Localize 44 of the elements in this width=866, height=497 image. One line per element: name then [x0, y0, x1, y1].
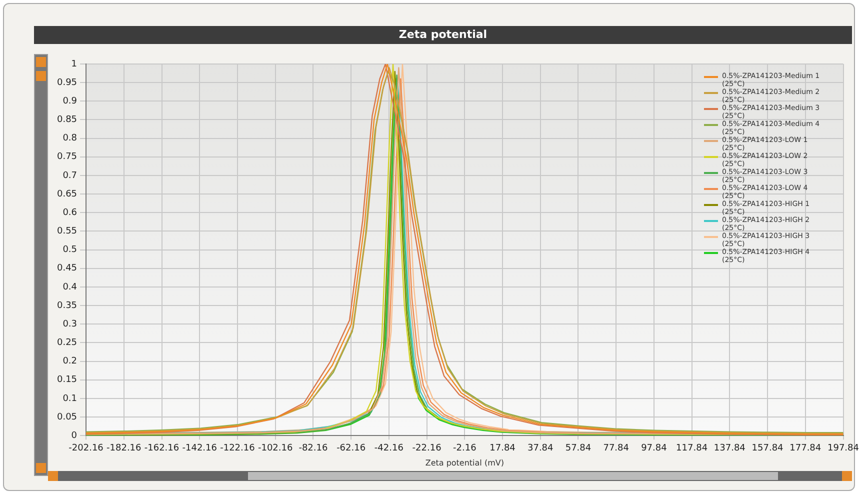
y-tick-label: 0.2 — [62, 356, 78, 367]
y-tick-label: 0.95 — [56, 78, 78, 88]
y-tick-label: 0.55 — [56, 226, 78, 237]
x-tick-label: 177.84 — [790, 443, 822, 454]
y-tick-label: 0 — [71, 430, 78, 441]
y-tick-label: 0.45 — [56, 264, 78, 274]
x-axis-title: Zeta potential (mV) — [425, 458, 504, 468]
y-tick-label: 1 — [71, 59, 78, 70]
y-tick-label: 0.1 — [62, 394, 78, 404]
y-tick-label: 0.4 — [62, 282, 78, 292]
x-tick-label: 77.84 — [603, 443, 630, 454]
y-tick-label: 0.7 — [62, 170, 78, 181]
x-tick-label: 137.84 — [714, 443, 746, 454]
x-tick-label: -2.16 — [453, 443, 477, 454]
y-tick-label: 0.9 — [62, 96, 78, 107]
y-tick-label: 0.6 — [62, 208, 78, 218]
x-tick-label: -82.16 — [298, 443, 328, 454]
y-tick-label: 0.35 — [56, 300, 78, 311]
y-tick-label: 0.05 — [56, 412, 78, 422]
y-tick-label: 0.15 — [56, 375, 78, 386]
x-tick-label: -22.16 — [412, 443, 442, 454]
x-tick-label: 17.84 — [490, 443, 516, 454]
y-tick-label: 0.5 — [62, 245, 78, 256]
y-tick-label: 0.8 — [62, 134, 78, 144]
x-tick-label: 157.84 — [752, 443, 784, 454]
x-tick-label: 57.84 — [565, 443, 592, 454]
x-tick-label: -62.16 — [336, 443, 366, 454]
x-tick-label: 197.84 — [828, 443, 860, 454]
x-tick-label: -42.16 — [374, 443, 404, 454]
x-tick-label: -102.16 — [258, 443, 293, 454]
y-tick-label: 0.75 — [56, 152, 78, 162]
x-tick-label: -122.16 — [220, 443, 256, 454]
x-tick-label: -162.16 — [144, 443, 180, 454]
x-tick-label: -202.16 — [68, 443, 104, 454]
x-tick-label: 37.84 — [527, 443, 554, 454]
x-tick-label: -182.16 — [106, 443, 142, 454]
y-tick-label: 0.85 — [56, 115, 78, 126]
y-tick-label: 0.25 — [56, 338, 78, 348]
x-tick-label: -142.16 — [182, 443, 218, 454]
y-tick-label: 0.3 — [62, 319, 78, 330]
x-tick-label: 97.84 — [641, 443, 668, 454]
y-tick-label: 0.65 — [56, 189, 78, 200]
x-tick-label: 117.84 — [676, 443, 708, 454]
chart-title: Zeta potential — [34, 26, 852, 44]
